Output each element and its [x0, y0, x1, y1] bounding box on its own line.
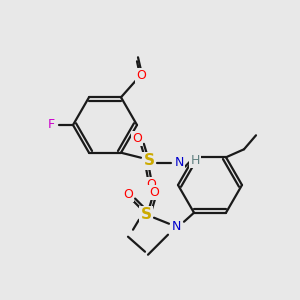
Text: N: N: [171, 220, 181, 233]
Text: O: O: [149, 186, 159, 199]
Text: S: S: [140, 207, 152, 222]
Text: F: F: [47, 118, 55, 131]
Text: S: S: [143, 153, 155, 168]
Text: N: N: [174, 156, 184, 169]
Text: H: H: [190, 154, 200, 167]
Text: O: O: [146, 178, 156, 191]
Text: O: O: [132, 132, 142, 145]
Text: O: O: [136, 69, 146, 82]
Text: O: O: [123, 188, 133, 201]
